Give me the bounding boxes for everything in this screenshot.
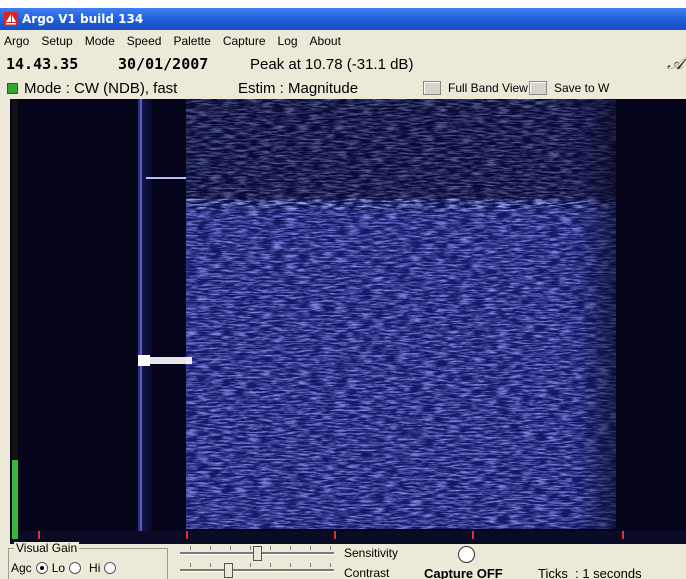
- logo-icon: 𝒜: [666, 53, 684, 73]
- ticks-label: Ticks: [538, 566, 568, 579]
- date: 30/01/2007: [118, 55, 209, 73]
- main-window: Argo V1 build 134 Argo Setup Mode Speed …: [0, 8, 686, 579]
- menu-argo[interactable]: Argo: [4, 33, 30, 48]
- sensitivity-slider-thumb[interactable]: [253, 546, 262, 561]
- level-meter-fill: [12, 459, 18, 539]
- visual-gain-title: Visual Gain: [14, 541, 80, 555]
- agc-radio[interactable]: [35, 562, 48, 574]
- status-led-icon: [7, 82, 18, 94]
- time-tick: [622, 531, 624, 539]
- contrast-slider[interactable]: [180, 562, 334, 578]
- save-button[interactable]: [529, 81, 547, 95]
- spectrogram-display[interactable]: [10, 99, 686, 544]
- time-tick: [186, 531, 188, 539]
- menu-log[interactable]: Log: [277, 33, 298, 48]
- clock-time: 14.43.35: [6, 55, 79, 73]
- capture-status: Capture OFF: [424, 566, 503, 579]
- sensitivity-slider[interactable]: [180, 545, 334, 561]
- gain-radio-row: Agc Lo Hi: [11, 561, 120, 575]
- time-tick: [38, 531, 40, 539]
- agc-label: Agc: [11, 561, 32, 575]
- menu-bar: Argo Setup Mode Speed Palette Capture Lo…: [0, 30, 686, 51]
- contrast-label: Contrast: [344, 566, 390, 579]
- control-panel: Visual Gain Agc Lo Hi Sensitivity Contra…: [0, 542, 686, 579]
- capture-button[interactable]: [458, 546, 475, 563]
- peak-readout: Peak at 10.78 (-31.1 dB): [250, 55, 414, 73]
- spectrogram-canvas: [10, 99, 686, 544]
- menu-setup[interactable]: Setup: [41, 33, 73, 48]
- menu-mode[interactable]: Mode: [84, 33, 115, 48]
- contrast-slider-thumb[interactable]: [224, 563, 233, 578]
- lo-radio[interactable]: [69, 562, 82, 574]
- lo-label: Lo: [51, 561, 66, 575]
- ticks-readout: Ticks : 1 seconds: [538, 566, 642, 579]
- hi-radio[interactable]: [104, 562, 117, 574]
- mode-label: Mode : CW (NDB), fast: [24, 79, 178, 97]
- menu-about[interactable]: About: [309, 33, 341, 48]
- ticks-value: : 1 seconds: [575, 566, 642, 579]
- menu-palette[interactable]: Palette: [173, 33, 211, 48]
- sensitivity-label: Sensitivity: [344, 546, 399, 560]
- full-band-label: Full Band View: [448, 81, 528, 95]
- menu-speed[interactable]: Speed: [126, 33, 162, 48]
- app-sailboat-icon: [4, 12, 18, 26]
- save-label: Save to W: [554, 81, 610, 95]
- info-bar: 14.43.35 30/01/2007 Peak at 10.78 (-31.1…: [0, 51, 686, 77]
- hi-label: Hi: [89, 561, 101, 575]
- estim-label: Estim : Magnitude: [238, 79, 359, 97]
- title-bar: Argo V1 build 134: [0, 8, 686, 30]
- time-tick: [472, 531, 474, 539]
- menu-capture[interactable]: Capture: [222, 33, 266, 48]
- mode-bar: Mode : CW (NDB), fast Estim : Magnitude …: [0, 77, 686, 99]
- level-meter: [12, 99, 18, 539]
- visual-gain-group: Visual Gain Agc Lo Hi: [8, 542, 168, 579]
- time-tick: [334, 531, 336, 539]
- window-title: Argo V1 build 134: [22, 12, 144, 26]
- full-band-button[interactable]: [423, 81, 441, 95]
